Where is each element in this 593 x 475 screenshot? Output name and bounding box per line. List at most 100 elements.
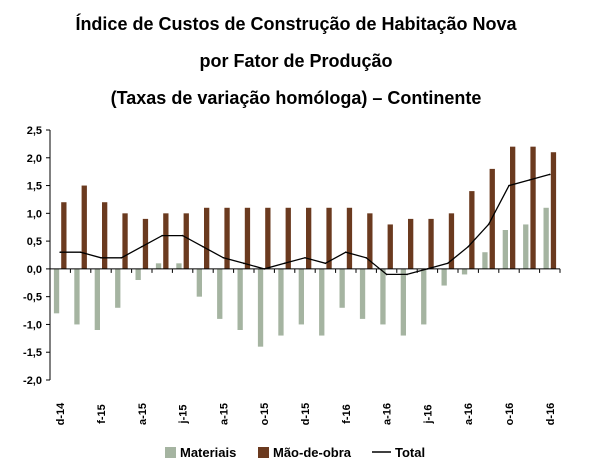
y-tick-label: -1,0 <box>23 319 42 331</box>
legend-label: Mão-de-obra <box>273 445 352 460</box>
materiais-bar <box>217 268 223 319</box>
x-tick-label: a-15 <box>218 403 230 425</box>
chart-title-line-3: (Taxas de variação homóloga) – Continent… <box>111 88 482 108</box>
materiais-bar <box>523 224 529 269</box>
legend-label: Total <box>395 445 425 460</box>
mao-de-obra-bar <box>204 207 210 269</box>
materiais-bar <box>359 268 366 319</box>
total-point <box>181 234 184 237</box>
materiais-bar <box>74 268 80 325</box>
materiais-bar <box>421 268 427 325</box>
total-point <box>467 245 470 248</box>
x-axis-ticks: d-14 f-15 a-15 j-15 a-15 o-15 d-15 f-16 a-16 j-16… <box>55 402 557 426</box>
mao-de-obra-bar <box>448 213 455 269</box>
mao-de-obra-bar <box>81 185 87 269</box>
materiais-bar <box>461 268 468 275</box>
total-point <box>487 223 490 226</box>
legend-swatch <box>258 447 269 458</box>
x-tick-label: d-16 <box>545 403 557 426</box>
materiais-bar <box>115 268 121 308</box>
mao-de-obra-bar <box>489 168 495 269</box>
total-point <box>549 173 551 176</box>
y-tick-label: 0,5 <box>27 236 42 248</box>
total-point <box>100 256 102 259</box>
y-tick-label: 2,5 <box>27 125 42 137</box>
total-point <box>161 234 163 237</box>
total-point <box>222 256 225 259</box>
x-tick-label: a-16 <box>463 403 475 425</box>
total-point <box>263 268 266 270</box>
x-tick-label: a-16 <box>382 403 394 425</box>
y-tick-label: 2,0 <box>27 153 42 165</box>
total-point <box>426 268 429 270</box>
mao-de-obra-bar <box>163 213 169 269</box>
y-axis-ticks: 2,5 2,0 1,5 1,0 0,5 0,0 -0,5 -1,0 -1,5 -2,0 <box>23 125 50 387</box>
chart-title-line-1: Índice de Custos de Construção de Habita… <box>75 13 517 34</box>
materiais-bar <box>380 268 386 325</box>
legend-label: Materiais <box>180 445 236 460</box>
mao-de-obra-bar <box>122 213 128 269</box>
total-point <box>243 262 245 265</box>
x-tick-label: a-15 <box>137 403 149 425</box>
total-point <box>447 262 449 265</box>
mao-de-obra-bar <box>306 207 312 269</box>
x-tick-label: d-14 <box>55 402 67 426</box>
total-point <box>79 251 82 254</box>
total-point <box>528 179 531 181</box>
mao-de-obra-bar <box>469 191 475 269</box>
materiais-bar <box>339 268 345 308</box>
mao-de-obra-bar <box>530 146 536 269</box>
materiais-bar <box>53 268 60 314</box>
mao-de-obra-bar <box>224 207 230 269</box>
materiais-bar <box>502 230 508 269</box>
legend-swatch <box>165 447 176 458</box>
y-tick-label: 1,5 <box>27 181 42 193</box>
total-point <box>324 262 327 265</box>
total-series-line <box>60 173 550 276</box>
x-tick-label: j-15 <box>178 405 190 425</box>
mao-de-obra-bar <box>183 213 189 269</box>
mao-de-obra-bar <box>244 207 251 269</box>
x-tick-label: f-15 <box>96 404 108 424</box>
materiais-bar <box>400 268 406 336</box>
chart-title: Índice de Custos de Construção de Habita… <box>75 13 517 108</box>
x-tick-label: o-16 <box>504 403 516 426</box>
materiais-bar <box>319 268 325 336</box>
mao-de-obra-bar <box>346 207 353 269</box>
x-tick-label: f-16 <box>341 404 353 424</box>
mao-de-obra-bar <box>142 218 149 269</box>
mao-de-obra-bar <box>265 207 271 269</box>
chart-title-line-2: por Fator de Produção <box>199 51 392 71</box>
materiais-bar <box>441 268 447 286</box>
y-tick-label: -1,5 <box>23 347 42 359</box>
mao-de-obra-bar <box>102 202 108 269</box>
mao-de-obra-bar <box>428 218 434 269</box>
x-tick-label: j-16 <box>422 405 434 425</box>
total-point <box>365 256 368 259</box>
total-point <box>508 184 510 187</box>
x-tick-label: d-15 <box>300 403 312 426</box>
materiais-bar <box>237 268 243 330</box>
mao-de-obra-bar <box>510 146 516 269</box>
materiais-bar <box>196 268 202 297</box>
total-point <box>141 245 143 248</box>
y-tick-label: 0,0 <box>27 264 42 276</box>
materiais-bar <box>298 268 304 325</box>
total-point <box>283 262 286 265</box>
materiais-bar <box>278 268 284 336</box>
total-point <box>120 256 123 259</box>
total-point <box>59 251 61 254</box>
total-point <box>406 273 408 276</box>
materiais-bar <box>257 268 264 347</box>
total-point <box>345 251 347 254</box>
mao-de-obra-bar <box>367 213 373 269</box>
materiais-bar <box>482 252 488 269</box>
materiais-bar <box>94 268 100 330</box>
mao-de-obra-bar <box>326 207 332 269</box>
total-line-layer <box>59 173 551 276</box>
mao-de-obra-bar <box>550 152 557 269</box>
x-tick-label: o-15 <box>259 403 271 426</box>
mao-de-obra-bar <box>408 218 414 269</box>
